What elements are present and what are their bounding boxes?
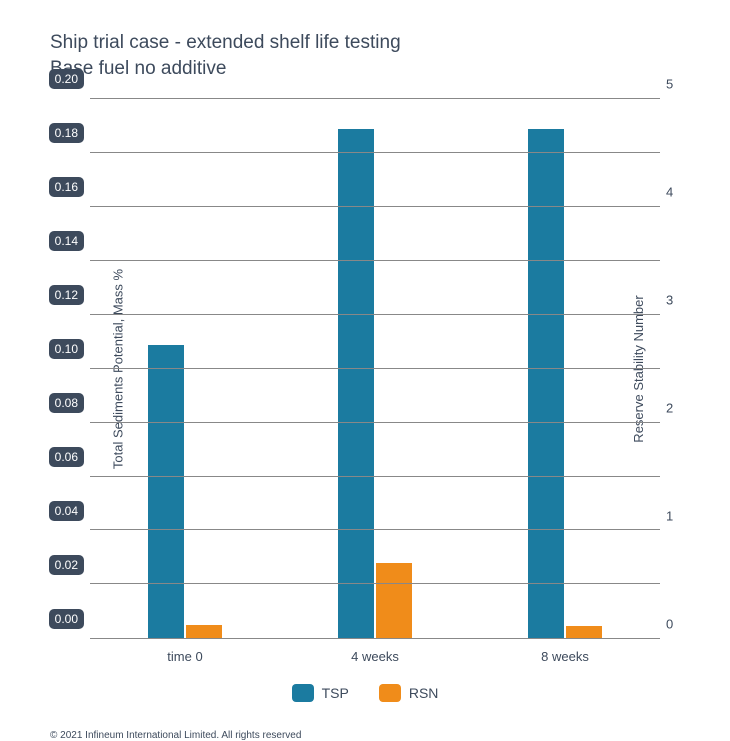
y-left-tick: 0.08 [49, 393, 84, 413]
y-left-tick: 0.10 [49, 339, 84, 359]
grid-line [90, 368, 660, 369]
bar-pair [338, 99, 412, 638]
y-left-tick: 0.12 [49, 285, 84, 305]
copyright-text: © 2021 Infineum International Limited. A… [50, 730, 690, 741]
x-axis: time 04 weeks8 weeks [90, 639, 660, 664]
x-tick: 4 weeks [280, 639, 470, 664]
chart-container: Ship trial case - extended shelf life te… [0, 0, 730, 741]
y-axis-left: 0.00 0.02 0.04 0.06 0.08 0.10 0.12 0.14 0.16 0.18… [40, 99, 90, 639]
grid-line [90, 583, 660, 584]
legend-swatch-tsp [292, 684, 314, 702]
y-left-tick: 0.04 [49, 501, 84, 521]
grid-line [90, 314, 660, 315]
bar-pair [148, 99, 222, 638]
y-left-tick: 0.18 [49, 123, 84, 143]
x-tick: 8 weeks [470, 639, 660, 664]
grid-line [90, 260, 660, 261]
bar-slot [90, 99, 280, 638]
bar-rsn [566, 626, 602, 638]
y-left-tick: 0.00 [49, 609, 84, 629]
y-left-tick: 0.06 [49, 447, 84, 467]
y-axis-right: 012345 [660, 99, 690, 639]
y-right-tick: 1 [666, 509, 673, 524]
bar-rsn [376, 563, 412, 638]
bar-rsn [186, 625, 222, 638]
grid-line [90, 422, 660, 423]
bar-pair [528, 99, 602, 638]
y-left-tick: 0.14 [49, 231, 84, 251]
legend-item-rsn: RSN [379, 684, 439, 702]
grid-line [90, 529, 660, 530]
grid-line [90, 152, 660, 153]
title-line-2: Base fuel no additive [50, 56, 690, 82]
grid-line [90, 206, 660, 207]
legend-swatch-rsn [379, 684, 401, 702]
y-right-tick: 5 [666, 77, 673, 92]
y-left-tick: 0.02 [49, 555, 84, 575]
y-left-tick: 0.16 [49, 177, 84, 197]
bar-tsp [148, 345, 184, 639]
grid-line [90, 476, 660, 477]
bar-slot [470, 99, 660, 638]
grid-line [90, 98, 660, 99]
chart-title: Ship trial case - extended shelf life te… [50, 30, 690, 81]
legend-label-rsn: RSN [409, 685, 439, 701]
bars-row [90, 99, 660, 638]
x-tick: time 0 [90, 639, 280, 664]
y-right-tick: 2 [666, 401, 673, 416]
plot-region [90, 99, 660, 639]
legend: TSP RSN [40, 684, 690, 702]
y-right-tick: 3 [666, 293, 673, 308]
title-line-1: Ship trial case - extended shelf life te… [50, 30, 690, 56]
chart-plot-area: Total Sediments Potential, Mass % Reserv… [40, 99, 690, 639]
y-left-tick: 0.20 [49, 69, 84, 89]
y-right-tick: 0 [666, 617, 673, 632]
y-right-tick: 4 [666, 185, 673, 200]
legend-label-tsp: TSP [322, 685, 349, 701]
legend-item-tsp: TSP [292, 684, 349, 702]
bar-slot [280, 99, 470, 638]
